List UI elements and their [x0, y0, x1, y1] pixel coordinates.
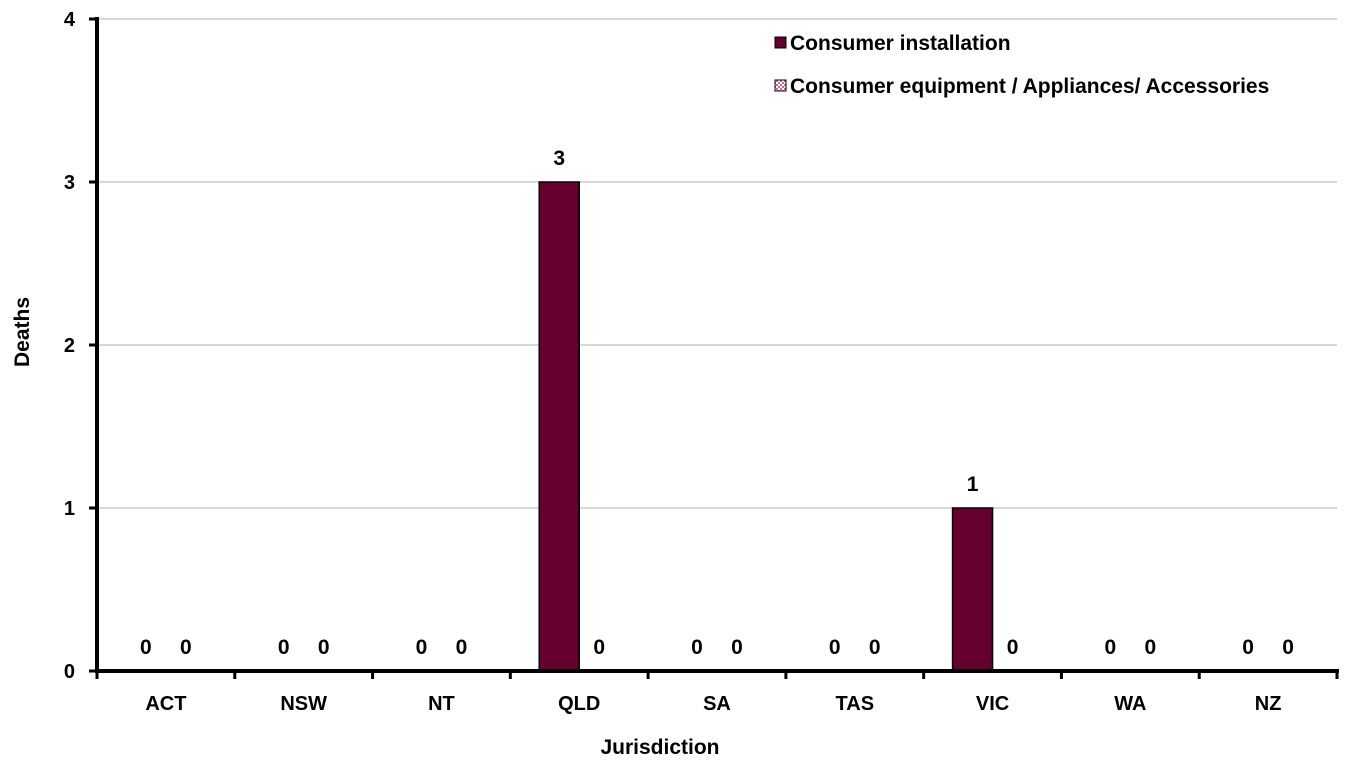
legend: Consumer installation Consumer equipment…	[774, 32, 1269, 98]
x-tick-label-vic: VIC	[976, 693, 1009, 715]
legend-label-consumer-installation: Consumer installation	[790, 32, 1011, 55]
data-label-act-series-2: 0	[180, 636, 192, 659]
data-label-nz-series-2: 0	[1282, 636, 1294, 659]
legend-label-consumer-equipment: Consumer equipment / Appliances/ Accesso…	[790, 75, 1269, 98]
data-labels: 0 0 0 0 0 0 3 0 0 0 0 0 1 0 0 0 0 0	[140, 147, 1294, 659]
data-label-tas-series-1: 0	[829, 636, 841, 659]
bars	[538, 181, 994, 672]
y-tick-label: 4	[64, 9, 76, 31]
x-tick-label-nt: NT	[428, 693, 455, 715]
y-tick-label: 0	[64, 661, 75, 683]
x-tick-label-nsw: NSW	[280, 693, 327, 715]
data-label-act-series-1: 0	[140, 636, 152, 659]
data-label-vic-series-2: 0	[1007, 636, 1019, 659]
data-label-nsw-series-1: 0	[278, 636, 290, 659]
data-label-sa-series-2: 0	[731, 636, 743, 659]
legend-swatch-consumer-installation	[774, 36, 787, 49]
legend-swatch-consumer-equipment	[774, 79, 787, 92]
data-label-qld-series-1: 3	[553, 147, 565, 170]
data-label-nt-series-2: 0	[456, 636, 468, 659]
x-tick-label-act: ACT	[145, 693, 186, 715]
y-tick-label: 1	[64, 498, 75, 520]
tick-labels: 0 1 2 3 4 ACT NSW NT QLD SA TAS VIC WA NZ	[64, 9, 1282, 715]
axes	[89, 17, 1339, 679]
data-label-nsw-series-2: 0	[318, 636, 330, 659]
y-tick-label: 2	[64, 335, 75, 357]
data-label-wa-series-1: 0	[1104, 636, 1116, 659]
y-tick-label: 3	[64, 172, 75, 194]
data-label-nt-series-1: 0	[416, 636, 428, 659]
x-tick-label-sa: SA	[703, 693, 731, 715]
bar-vic-series-1	[951, 507, 994, 672]
data-label-vic-series-1: 1	[967, 473, 979, 496]
data-label-sa-series-1: 0	[691, 636, 703, 659]
x-tick-label-nz: NZ	[1255, 693, 1282, 715]
x-axis-title: Jurisdiction	[600, 736, 719, 759]
data-label-tas-series-2: 0	[869, 636, 881, 659]
x-tick-label-wa: WA	[1114, 693, 1146, 715]
data-label-nz-series-1: 0	[1242, 636, 1254, 659]
bar-qld-series-1	[538, 181, 580, 672]
y-axis-title: Deaths	[11, 297, 34, 367]
data-label-wa-series-2: 0	[1144, 636, 1156, 659]
x-tick-label-qld: QLD	[558, 693, 600, 715]
x-tick-label-tas: TAS	[836, 693, 875, 715]
data-label-qld-series-2: 0	[593, 636, 605, 659]
gridlines	[97, 18, 1337, 509]
